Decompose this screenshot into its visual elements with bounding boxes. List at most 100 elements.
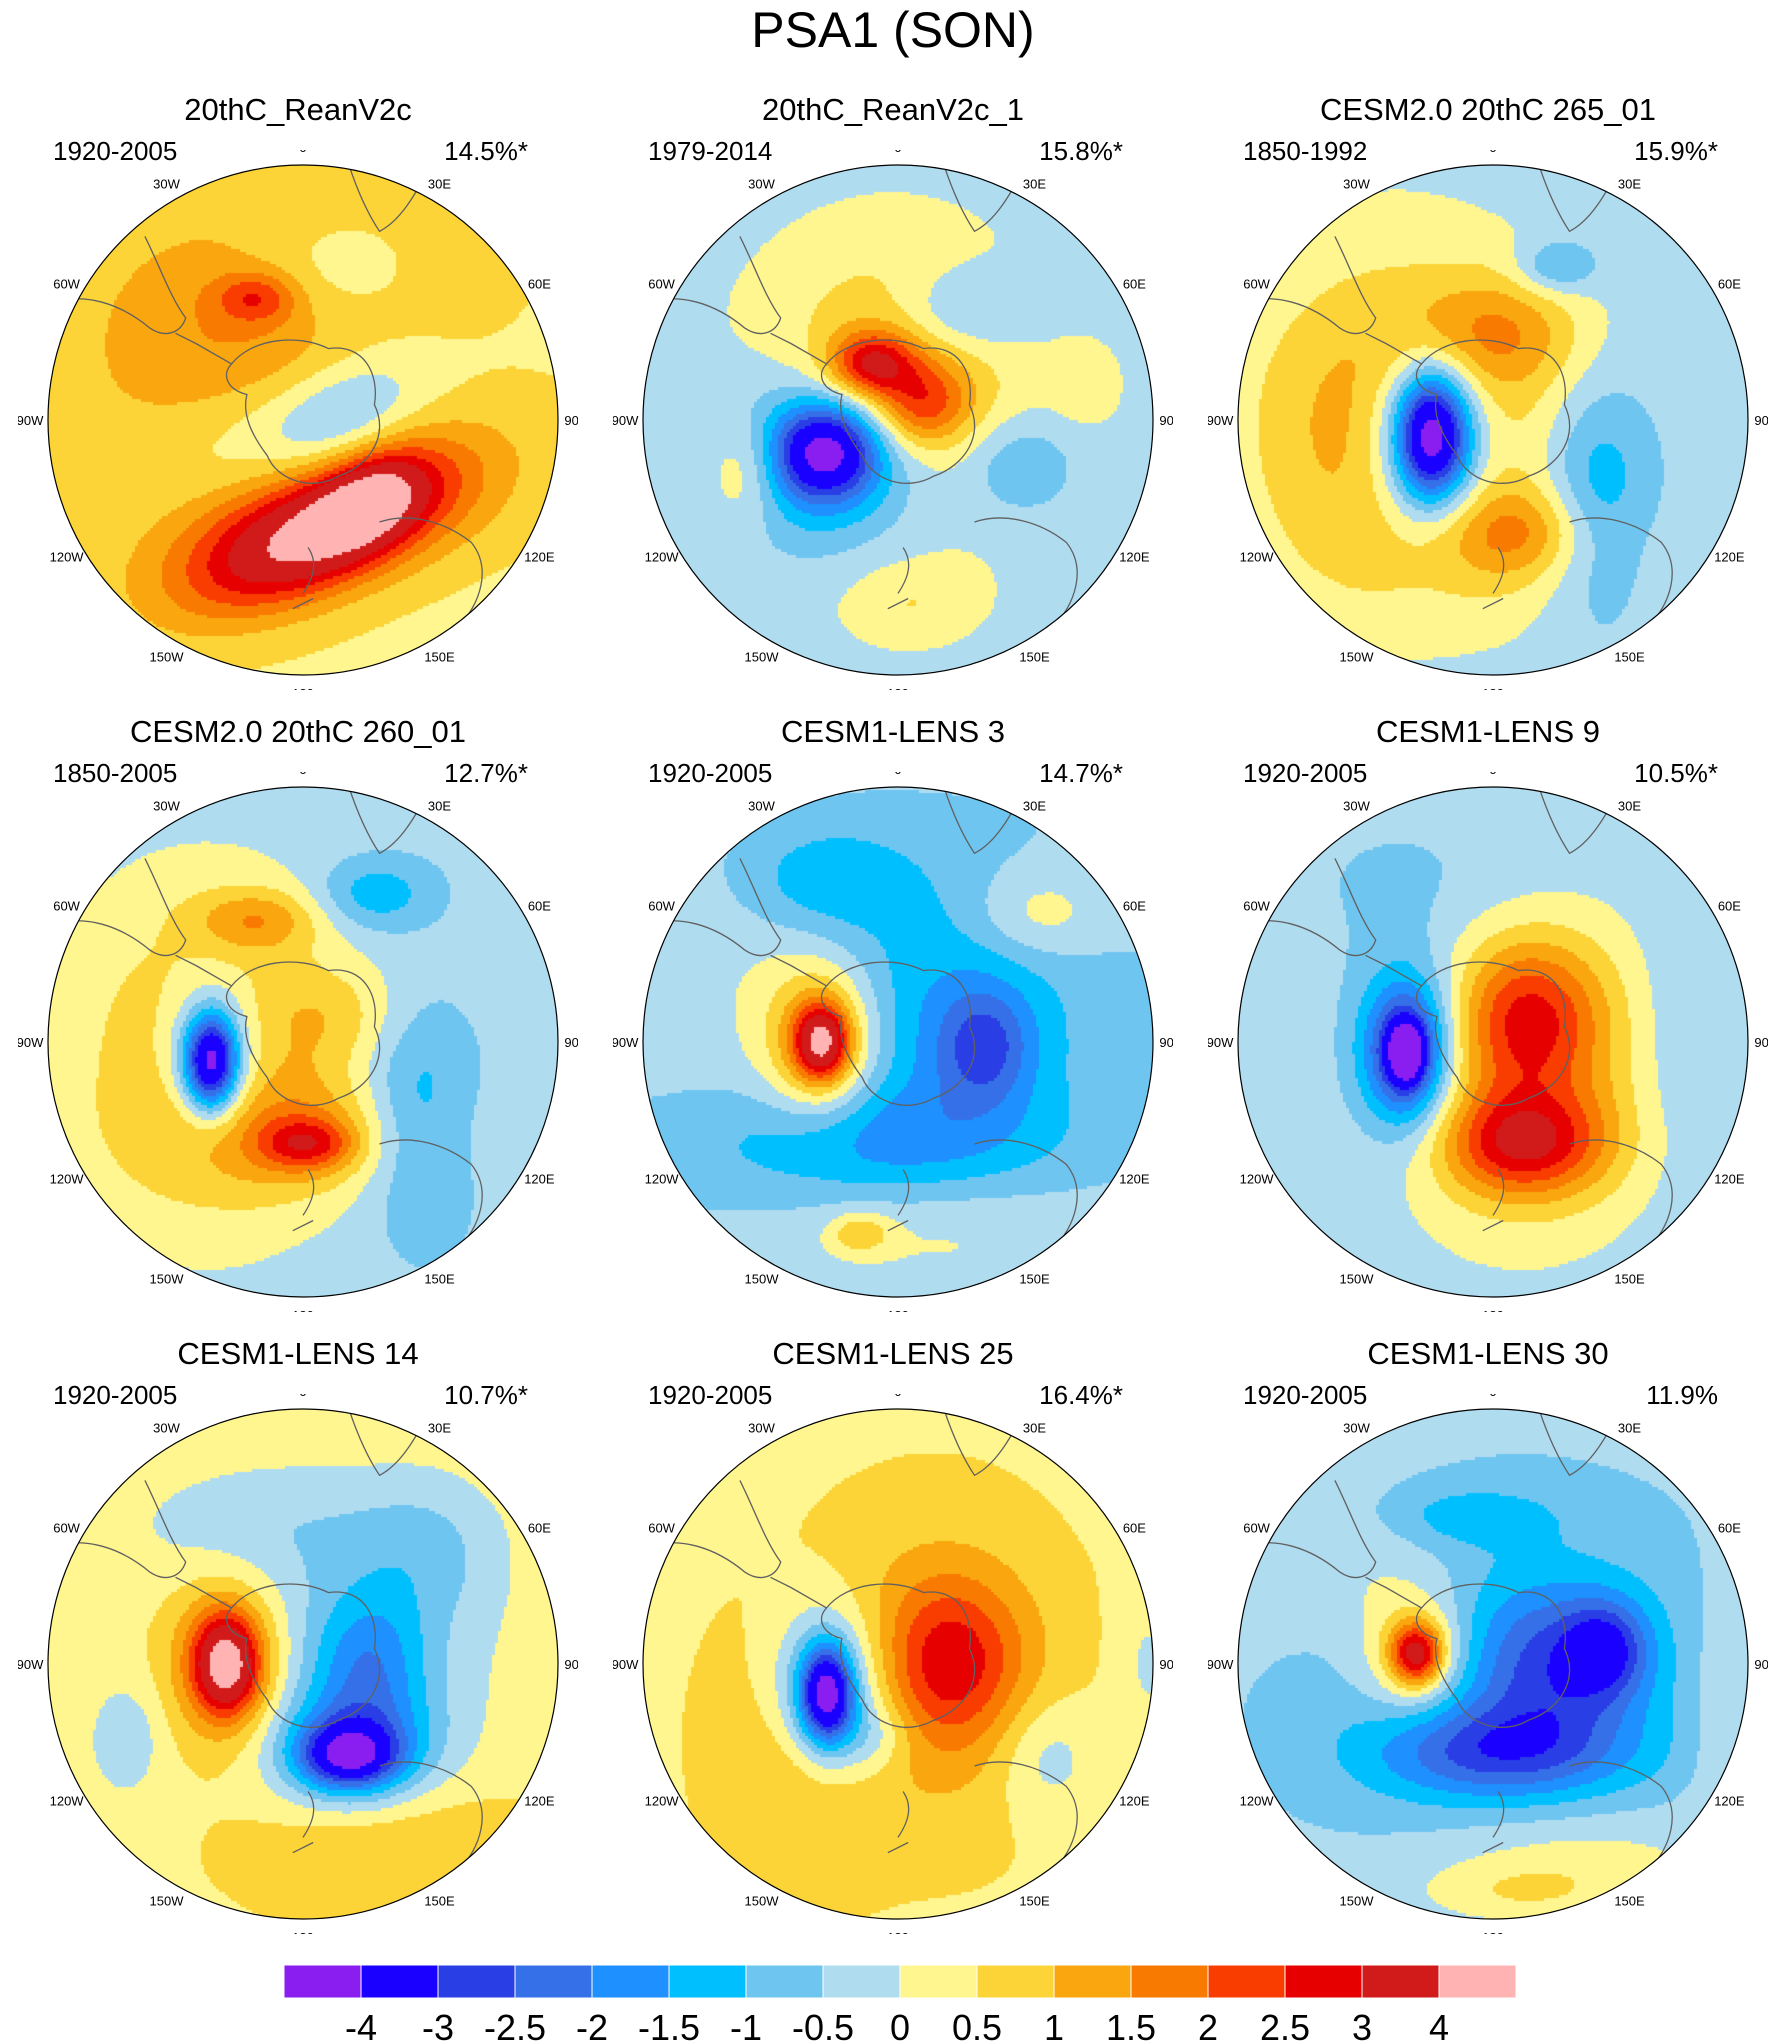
colorbar-tick-label: 2.5	[1260, 2007, 1310, 2042]
longitude-label: 120W	[645, 1794, 680, 1809]
panel-title: CESM1-LENS 14	[177, 1336, 419, 1371]
longitude-label: 30W	[153, 177, 180, 192]
longitude-label: 150W	[745, 1893, 780, 1908]
coastline-path	[1365, 954, 1422, 987]
polar-map: 0 30E 60E 90E 120E 150E 180 150W 120W 90W 60W 30W	[1208, 1394, 1768, 1934]
map-border	[1237, 1408, 1749, 1920]
map-panel: CESM1-LENS 3 1920-2005 14.7%* 0 30E 60E 90E 120…	[613, 712, 1173, 1322]
longitude-label: 60W	[1243, 277, 1270, 292]
panel-variance-percent: 14.7%*	[1039, 758, 1123, 788]
longitude-label: 60W	[53, 899, 80, 914]
longitude-label: 120W	[50, 1172, 85, 1187]
panel-title: 20thC_ReanV2c_1	[762, 92, 1024, 127]
colorbar-tick-label: 2	[1198, 2007, 1218, 2042]
longitude-label: 90E	[1754, 413, 1768, 428]
longitude-label: 30W	[1343, 177, 1370, 192]
panel-period: 1920-2005	[648, 758, 773, 788]
colorbar-tick-label: 4	[1429, 2007, 1449, 2042]
coastlines	[52, 165, 483, 675]
coastline-path	[820, 339, 976, 484]
panel-variance-percent: 15.9%*	[1634, 136, 1718, 166]
coastline-path	[1482, 1791, 1505, 1854]
longitude-label: 60E	[528, 277, 551, 292]
longitude-label: 90W	[1208, 1035, 1234, 1050]
longitude-label: 120W	[645, 550, 680, 565]
longitude-label: 60W	[648, 899, 675, 914]
longitude-label: 60W	[648, 1521, 675, 1536]
panel-period: 1920-2005	[53, 1380, 178, 1410]
polar-map: 0 30E 60E 90E 120E 150E 180 150W 120W 90W 60W 30W	[18, 150, 578, 690]
panel-variance-percent: 16.4%*	[1039, 1380, 1123, 1410]
colorbar-box	[591, 1964, 670, 1999]
colorbar-box	[437, 1964, 516, 1999]
coastline-path	[887, 1169, 910, 1232]
longitude-label: 150W	[150, 1271, 185, 1286]
polar-map: 0 30E 60E 90E 120E 150E 180 150W 120W 90W 60W 30W	[613, 772, 1173, 1312]
coastline-path	[1415, 339, 1571, 484]
map-panel: CESM2.0 20thC 265_01 1850-1992 15.9%* 0 30E 6…	[1208, 90, 1768, 700]
colorbar-tick-label: -2.5	[484, 2007, 546, 2042]
longitude-label: 180	[292, 1308, 314, 1312]
longitude-label: 150W	[1340, 1271, 1375, 1286]
longitude-label: 90E	[564, 1657, 578, 1672]
longitude-label: 90W	[18, 1657, 44, 1672]
panel-variance-percent: 11.9%	[1646, 1380, 1718, 1410]
longitude-label: 60W	[1243, 899, 1270, 914]
coastline-path	[52, 236, 187, 335]
longitude-label: 180	[1482, 1930, 1504, 1934]
panel-title: CESM2.0 20thC 265_01	[1319, 92, 1657, 127]
coastline-path	[1482, 547, 1505, 610]
longitude-label: 30E	[1618, 799, 1641, 814]
longitude-label: 30W	[153, 1421, 180, 1436]
panel-title: CESM1-LENS 30	[1367, 1336, 1609, 1371]
longitude-label: 90E	[1159, 413, 1173, 428]
map-border	[642, 1408, 1154, 1920]
panel-period: 1979-2014	[648, 136, 773, 166]
map-border	[1237, 786, 1749, 1298]
longitude-label: 120E	[524, 1172, 555, 1187]
longitude-label: 120E	[1714, 550, 1745, 565]
longitude-label: 60E	[528, 1521, 551, 1536]
map-border	[1237, 164, 1749, 676]
coastline-path	[225, 961, 381, 1106]
longitude-label: 120W	[50, 550, 85, 565]
coastline-path	[770, 954, 827, 987]
longitude-label: 150W	[745, 649, 780, 664]
colorbar-tick-label: 1.5	[1106, 2007, 1156, 2042]
polar-map: 0 30E 60E 90E 120E 150E 180 150W 120W 90W 60W 30W	[1208, 772, 1768, 1312]
coastlines	[647, 787, 1078, 1297]
longitude-label: 30W	[748, 1421, 775, 1436]
longitude-label: 180	[292, 1930, 314, 1934]
panel-period: 1920-2005	[1243, 1380, 1368, 1410]
contour-field	[48, 1409, 558, 1919]
longitude-label: 120E	[524, 1794, 555, 1809]
coastline-path	[52, 1480, 187, 1579]
figure-title: PSA1 (SON)	[751, 2, 1035, 58]
longitude-label: 0	[1489, 150, 1496, 155]
map-border	[47, 164, 559, 676]
longitude-label: 120E	[1119, 1794, 1150, 1809]
longitude-label: 0	[894, 1394, 901, 1399]
polar-map: 0 30E 60E 90E 120E 150E 180 150W 120W 90W 60W 30W	[613, 1394, 1173, 1934]
colorbar-tick-label: -3	[422, 2007, 454, 2042]
colorbar-tick-label: 0	[890, 2007, 910, 2042]
longitude-label: 30W	[748, 177, 775, 192]
longitude-label: 90W	[18, 1035, 44, 1050]
longitude-label: 90E	[1754, 1657, 1768, 1672]
contour-field	[48, 787, 558, 1297]
longitude-label: 120W	[645, 1172, 680, 1187]
colorbar-tick-label: 0.5	[952, 2007, 1002, 2042]
longitude-label: 150W	[745, 1271, 780, 1286]
panel-variance-percent: 15.8%*	[1039, 136, 1123, 166]
map-border	[642, 786, 1154, 1298]
longitude-label: 60W	[53, 1521, 80, 1536]
longitude-label: 60E	[1123, 899, 1146, 914]
longitude-label: 150E	[424, 649, 455, 664]
longitude-label: 60W	[648, 277, 675, 292]
coastline-path	[1242, 858, 1377, 957]
longitude-label: 60E	[1123, 277, 1146, 292]
panel-variance-percent: 10.5%*	[1634, 758, 1718, 788]
colorbar-box	[1130, 1964, 1209, 1999]
longitude-label: 150E	[1614, 1271, 1645, 1286]
map-border	[642, 164, 1154, 676]
